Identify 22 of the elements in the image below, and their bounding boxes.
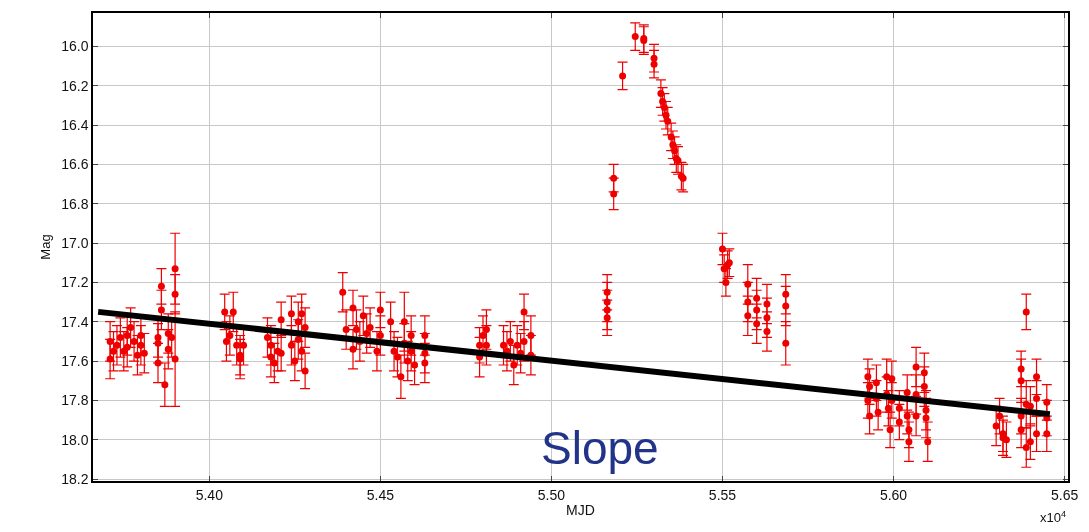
x-tick-label: 5.40 [195,486,224,503]
y-tick-label: 17.2 [61,274,89,291]
y-tick-label: 17.4 [61,313,89,330]
x-axis-title: MJD [566,502,595,519]
text: x10$^{4}$ [1040,509,1067,526]
y-tick-label: 16.8 [61,195,89,212]
y-tick-label: 18.2 [61,470,89,487]
y-tick-label: 16.6 [61,156,89,173]
y-axis-title: Mag [37,234,53,260]
y-tick-label: 17.6 [61,352,89,369]
y-tick-label: 16.4 [61,116,89,133]
x-tick-label: 5.45 [366,486,395,503]
y-tick-label: 16.0 [61,38,89,55]
x-tick-label: 5.55 [708,486,737,503]
x-tick-label: 5.50 [537,486,566,503]
y-tick-label: 16.2 [61,77,89,94]
y-tick-label: 17.8 [61,392,89,409]
y-tick-label: 18.0 [61,431,89,448]
annotation: Slope [541,422,659,474]
x-tick-label: 5.65 [1050,486,1079,503]
x-tick-label: 5.60 [879,486,908,503]
y-tick-label: 17.0 [61,234,89,251]
